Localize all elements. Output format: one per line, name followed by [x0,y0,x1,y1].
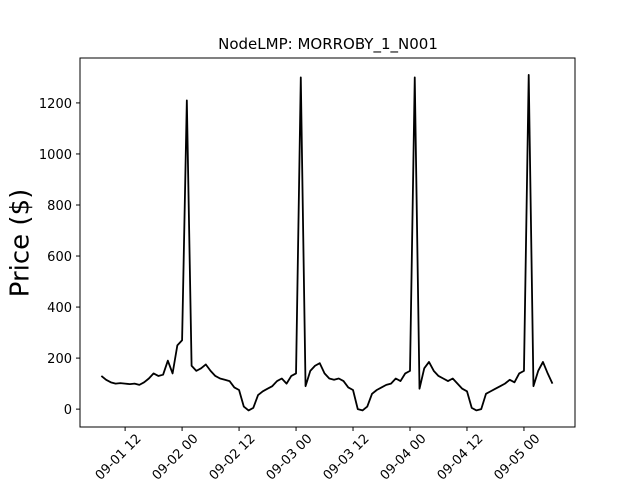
y-tick-label: 200 [47,352,72,367]
y-tick-label: 800 [47,199,72,214]
y-tick-label: 0 [64,403,72,418]
y-tick-label: 1200 [39,97,72,112]
plot-frame [79,57,576,428]
y-tick-label: 600 [47,250,72,265]
price-line [100,73,554,412]
chart-title: NodeLMP: MORROBY_1_N001 [218,35,438,54]
y-axis-label: Price ($) [6,189,36,298]
y-tick-label: 400 [47,301,72,316]
y-tick-label: 1000 [39,148,72,163]
